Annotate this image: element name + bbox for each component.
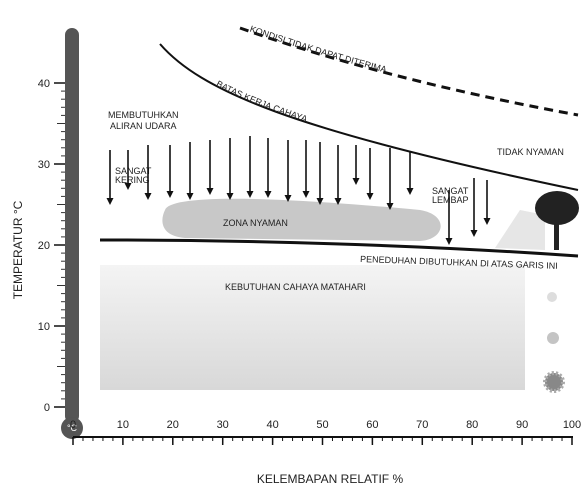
x-tick-label: 90 bbox=[516, 419, 528, 431]
bioclimatic-chart: KONDISI TIDAK DAPAT DITERIMA BATAS KERJA… bbox=[0, 0, 583, 495]
arrow-head bbox=[367, 193, 374, 200]
arrow-head bbox=[353, 178, 360, 185]
uncomfortable-label: TIDAK NYAMAN bbox=[497, 147, 564, 157]
arrow-head bbox=[471, 230, 478, 237]
comfort-zone bbox=[162, 199, 440, 241]
x-tick-label: 50 bbox=[316, 419, 328, 431]
airflow-label: ALIRAN UDARA bbox=[110, 121, 177, 131]
y-tick-label: 40 bbox=[38, 78, 50, 90]
y-tick-label: 10 bbox=[38, 321, 50, 333]
x-tick-label: 40 bbox=[266, 419, 278, 431]
unacceptable-text: KONDISI TIDAK DAPAT DITERIMA bbox=[249, 24, 388, 75]
dry-label: KERING bbox=[115, 175, 150, 185]
sunlight-label: KEBUTUHAN CAHAYA MATAHARI bbox=[225, 282, 366, 292]
y-axis-title: TEMPERATUR °C bbox=[11, 200, 25, 299]
y-tick-label: 20 bbox=[38, 240, 50, 252]
limit-label: BATAS KERJA CAHAYA bbox=[215, 79, 309, 124]
x-tick-label: 30 bbox=[217, 419, 229, 431]
x-axis-title: KELEMBAPAN RELATIF % bbox=[257, 472, 404, 486]
arrow-head bbox=[167, 191, 174, 198]
thermometer bbox=[65, 28, 79, 423]
sun-icons bbox=[545, 292, 563, 391]
airflow-label: MEMBUTUHKAN bbox=[108, 110, 179, 120]
arrow-head bbox=[107, 198, 114, 205]
y-tick-label: 0 bbox=[44, 402, 50, 414]
x-tick-label: 100 bbox=[563, 419, 581, 431]
x-tick-label: 20 bbox=[167, 419, 179, 431]
arrow-head bbox=[303, 191, 310, 198]
humid-label: LEMBAP bbox=[432, 195, 469, 205]
x-tick-label: 0 bbox=[70, 419, 76, 431]
comfort-label: ZONA NYAMAN bbox=[223, 218, 288, 228]
x-tick-label: 80 bbox=[466, 419, 478, 431]
arrow-head bbox=[125, 183, 132, 190]
arrow-head bbox=[407, 188, 414, 195]
y-tick-label: 30 bbox=[38, 159, 50, 171]
arrow-head bbox=[484, 218, 491, 225]
arrow-head bbox=[145, 193, 152, 200]
shade-wedge bbox=[495, 210, 545, 250]
x-tick-label: 70 bbox=[416, 419, 428, 431]
x-tick-label: 60 bbox=[366, 419, 378, 431]
arrow-head bbox=[446, 238, 453, 245]
arrow-head bbox=[207, 188, 214, 195]
unacceptable-label: KONDISI TIDAK DAPAT DITERIMA bbox=[249, 24, 388, 75]
arrow-head bbox=[265, 191, 272, 198]
limit-text: BATAS KERJA CAHAYA bbox=[215, 79, 309, 124]
arrow-head bbox=[187, 193, 194, 200]
arrow-head bbox=[247, 191, 254, 198]
x-tick-label: 10 bbox=[117, 419, 129, 431]
